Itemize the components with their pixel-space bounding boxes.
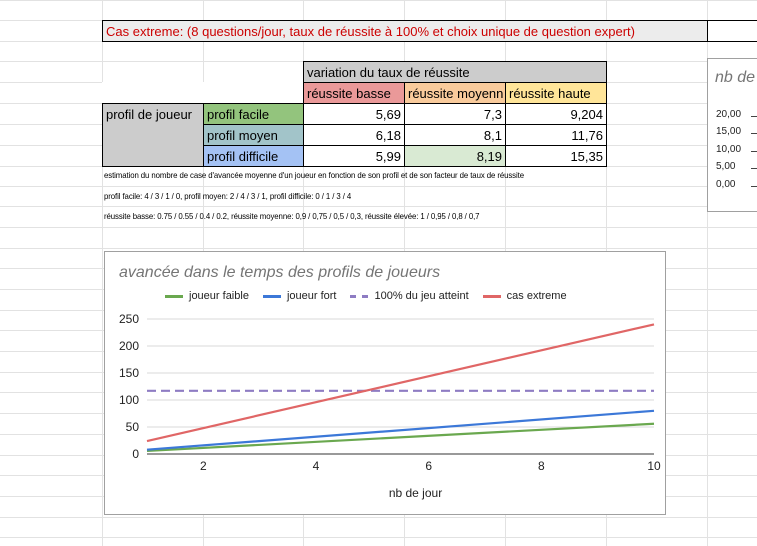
col-header-reussite-basse[interactable]: réussite basse: [303, 82, 405, 104]
title-banner-text: Cas extreme: (8 questions/jour, taux de …: [106, 23, 635, 39]
side-chart-tick: 0,00: [716, 179, 736, 190]
series-line: [146, 422, 655, 453]
col-header-reussite-haute[interactable]: réussite haute: [505, 82, 607, 104]
x-tick-label: 8: [538, 459, 545, 473]
title-banner-cell[interactable]: Cas extreme: (8 questions/jour, taux de …: [102, 20, 708, 42]
x-axis-label: nb de jour: [389, 486, 442, 500]
table-empty-corner[interactable]: [102, 82, 304, 104]
x-tick-label: 10: [647, 459, 661, 473]
blank-cell[interactable]: [707, 20, 757, 42]
row-label-profil-difficile[interactable]: profil difficile: [203, 145, 304, 167]
y-tick-label: 150: [119, 366, 139, 380]
row-header-profil-de-joueur[interactable]: profil de joueur: [102, 103, 204, 167]
legend-item-100-pourcent[interactable]: 100% du jeu atteint: [350, 290, 469, 302]
y-tick-label: 250: [119, 312, 139, 326]
y-tick-label: 100: [119, 393, 139, 407]
legend-swatch: [482, 294, 501, 298]
col-header-reussite-moyenne[interactable]: réussite moyenn: [404, 82, 506, 104]
legend-item-cas-extreme[interactable]: cas extreme: [482, 290, 567, 302]
side-chart-tick: 20,00: [716, 109, 742, 120]
value-cell[interactable]: 9,204: [505, 103, 607, 125]
value-cell[interactable]: 11,76: [505, 124, 607, 146]
note-reussite: réussite basse: 0.75 / 0.55 / 0.4 / 0.2,…: [104, 211, 480, 221]
y-tick-label: 200: [119, 339, 139, 353]
x-tick-label: 4: [313, 459, 320, 473]
y-tick-label: 0: [132, 447, 139, 461]
legend-item-joueur-faible[interactable]: joueur faible: [165, 290, 249, 302]
legend-swatch: [165, 294, 183, 298]
line-chart[interactable]: avancée dans le temps des profils de jou…: [104, 251, 666, 515]
legend-swatch: [350, 294, 369, 298]
value-cell[interactable]: 5,69: [303, 103, 405, 125]
side-chart[interactable]: nb de 20,00 15,00 10,00 5,00 0,00: [707, 58, 757, 212]
side-chart-tick: 5,00: [716, 161, 736, 172]
legend-item-joueur-fort[interactable]: joueur fort: [262, 290, 336, 302]
x-tick-label: 6: [425, 459, 432, 473]
note-profils: profil facile: 4 / 3 / 1 / 0, profil moy…: [104, 191, 352, 201]
value-cell[interactable]: 15,35: [505, 145, 607, 167]
value-cell[interactable]: 8,1: [404, 124, 506, 146]
value-cell[interactable]: 6,18: [303, 124, 405, 146]
chart-plot-area: 0 50 100 150 200 250 2 4 6 8 10 nb de jour: [119, 312, 661, 500]
series-line: [146, 409, 655, 451]
legend-swatch: [262, 294, 281, 298]
value-cell-highlighted[interactable]: 8,19: [404, 145, 506, 167]
y-tick-label: 50: [126, 420, 140, 434]
table-group-header[interactable]: variation du taux de réussite: [303, 61, 607, 83]
row-label-profil-moyen[interactable]: profil moyen: [203, 124, 304, 146]
row-label-profil-facile[interactable]: profil facile: [203, 103, 304, 125]
chart-legend: joueur faible joueur fort 100% du jeu at…: [165, 290, 567, 302]
chart-title: avancée dans le temps des profils de jou…: [119, 264, 441, 281]
side-chart-tick: 10,00: [716, 144, 742, 155]
x-tick-label: 2: [200, 459, 207, 473]
side-chart-title: nb de: [715, 69, 756, 86]
value-cell[interactable]: 5,99: [303, 145, 405, 167]
side-chart-tick-marks: [751, 116, 757, 187]
side-chart-tick: 15,00: [716, 126, 742, 137]
value-cell[interactable]: 7,3: [404, 103, 506, 125]
note-estimation: estimation du nombre de case d'avancée m…: [104, 170, 524, 180]
series-line: [146, 323, 655, 443]
